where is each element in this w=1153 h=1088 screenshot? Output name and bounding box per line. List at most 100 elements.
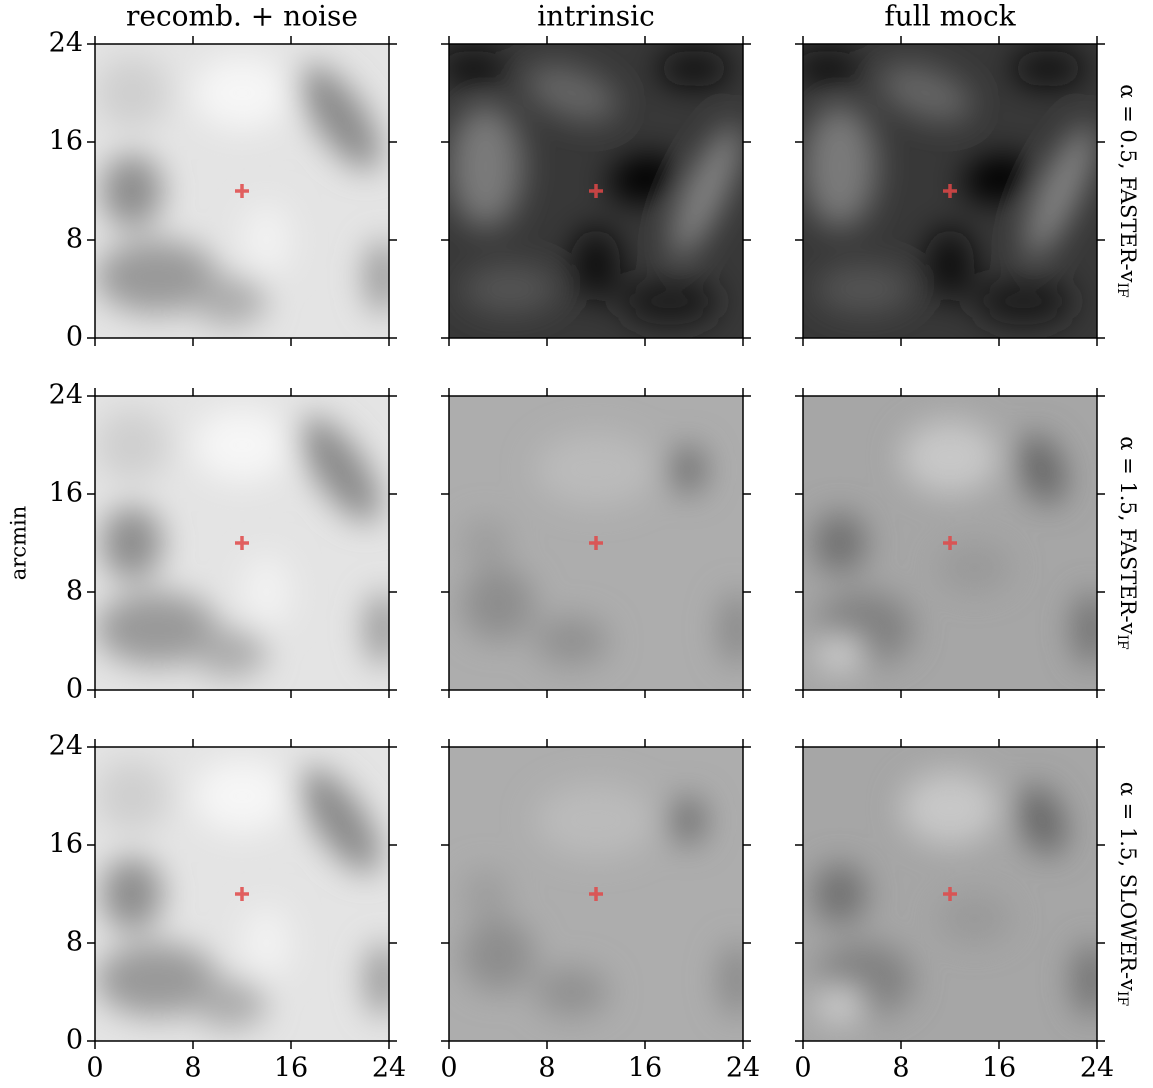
y-tick-label: 8 [66, 576, 83, 607]
marker [235, 184, 249, 198]
image-texture [461, 783, 743, 1017]
row-label: α = 0.5, FASTER-vIF [1114, 84, 1141, 298]
texture-blob [101, 154, 163, 228]
texture-blob [669, 796, 707, 845]
y-tick-label: 8 [66, 224, 83, 255]
texture-blob [1017, 434, 1067, 505]
x-tick-label: 8 [892, 1053, 909, 1084]
texture-blob [1017, 785, 1067, 856]
texture-blob [193, 56, 291, 130]
y-tick-label: 16 [49, 478, 83, 509]
texture-blob [718, 592, 743, 666]
marker [943, 887, 957, 901]
panel-frame [802, 43, 1098, 339]
texture-blob [815, 985, 865, 1023]
panel-frame [448, 395, 744, 691]
image-texture [812, 420, 1097, 672]
texture-blob [299, 417, 381, 522]
texture-blob [812, 863, 867, 925]
y-tick-label: 16 [49, 829, 83, 860]
texture-blob [101, 506, 163, 580]
row-label: α = 1.5, SLOWER-vIF [1114, 782, 1141, 1007]
image-panel [95, 44, 389, 338]
texture-blob [534, 616, 609, 666]
texture-blob [193, 276, 267, 326]
texture-blob [901, 420, 999, 494]
texture-blob [299, 768, 381, 873]
texture-blob [461, 264, 560, 314]
image-texture [803, 50, 1096, 326]
texture-blob [671, 123, 742, 259]
panel-frame [94, 395, 390, 691]
texture-blob [1072, 943, 1097, 1017]
texture-blob [193, 628, 267, 678]
marker [589, 184, 603, 198]
texture-blob [925, 227, 975, 302]
image-texture [95, 408, 389, 678]
row-label-text: α = 1.5, SLOWER-v [1117, 782, 1141, 991]
texture-blob [620, 276, 719, 326]
marker [235, 536, 249, 550]
texture-blob [95, 408, 169, 482]
image-panel [95, 396, 389, 690]
texture-blob [1025, 123, 1096, 259]
texture-blob [242, 555, 291, 629]
texture-blob [95, 943, 218, 1017]
panel-frame [94, 746, 390, 1042]
y-tick-label: 8 [66, 927, 83, 958]
texture-blob [524, 64, 619, 122]
texture-blob [461, 518, 511, 568]
panel-frame [802, 746, 1098, 1042]
texture-blob [534, 432, 658, 507]
texture-blob [803, 50, 865, 87]
texture-blob [95, 592, 218, 666]
texture-blob [962, 153, 1036, 204]
texture-blob [95, 759, 169, 833]
marker [943, 184, 957, 198]
texture-blob [242, 203, 291, 277]
marker [589, 887, 603, 901]
y-tick-label: 16 [49, 126, 83, 157]
texture-blob [193, 979, 267, 1029]
texture-blob [461, 918, 535, 992]
y-axis-label: arcmin [7, 506, 31, 580]
x-tick-label: 16 [982, 1053, 1016, 1084]
panel-frame [448, 746, 744, 1042]
texture-blob [815, 264, 914, 314]
texture-blob [937, 894, 1012, 943]
texture-blob [461, 869, 511, 919]
row-label-sub: IF [1114, 635, 1130, 651]
texture-blob [534, 967, 609, 1017]
texture-blob [1072, 592, 1097, 666]
row-label: α = 1.5, FASTER-vIF [1114, 436, 1141, 650]
texture-blob [461, 567, 535, 641]
texture-blob [242, 906, 291, 980]
texture-blob [878, 64, 973, 122]
texture-blob [608, 153, 682, 204]
texture-blob [449, 50, 511, 87]
texture-blob [815, 634, 865, 672]
x-tick-label: 24 [726, 1053, 760, 1084]
x-tick-label: 8 [184, 1053, 201, 1084]
image-texture [449, 50, 742, 326]
x-tick-label: 0 [440, 1053, 457, 1084]
texture-blob [193, 408, 291, 482]
texture-blob [1011, 50, 1085, 87]
column-title: recomb. + noise [126, 0, 358, 33]
marker [235, 887, 249, 901]
texture-blob [803, 105, 877, 228]
panel-frame [94, 43, 390, 339]
texture-blob [449, 105, 523, 228]
y-tick-label: 0 [66, 1025, 83, 1056]
texture-blob [937, 543, 1012, 592]
texture-blob [193, 759, 291, 833]
texture-blob [718, 943, 743, 1017]
texture-blob [299, 65, 381, 170]
row-label-text: α = 1.5, FASTER-v [1117, 436, 1141, 634]
panel-frame [802, 395, 1098, 691]
y-tick-label: 0 [66, 322, 83, 353]
texture-blob [571, 227, 621, 302]
row-label-sub: IF [1114, 283, 1130, 299]
texture-blob [364, 943, 389, 1017]
